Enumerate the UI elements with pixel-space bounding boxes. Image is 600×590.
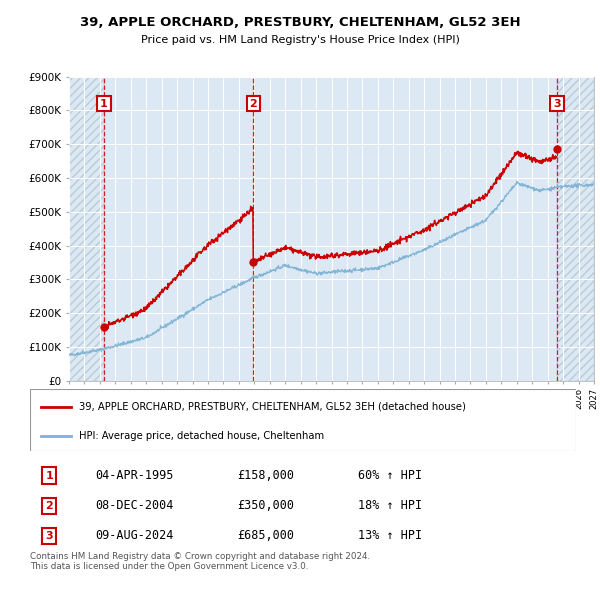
Text: 13% ↑ HPI: 13% ↑ HPI bbox=[358, 529, 422, 542]
Text: 39, APPLE ORCHARD, PRESTBURY, CHELTENHAM, GL52 3EH (detached house): 39, APPLE ORCHARD, PRESTBURY, CHELTENHAM… bbox=[79, 402, 466, 412]
Text: 1: 1 bbox=[45, 471, 53, 480]
Text: 08-DEC-2004: 08-DEC-2004 bbox=[95, 499, 174, 512]
Bar bbox=[557, 77, 594, 381]
Text: 04-APR-1995: 04-APR-1995 bbox=[95, 469, 174, 482]
Text: 3: 3 bbox=[553, 99, 561, 109]
Text: HPI: Average price, detached house, Cheltenham: HPI: Average price, detached house, Chel… bbox=[79, 431, 324, 441]
Text: Price paid vs. HM Land Registry's House Price Index (HPI): Price paid vs. HM Land Registry's House … bbox=[140, 35, 460, 45]
Bar bbox=[69, 77, 104, 381]
Text: £350,000: £350,000 bbox=[238, 499, 295, 512]
Text: 1: 1 bbox=[100, 99, 108, 109]
Text: 3: 3 bbox=[45, 531, 53, 541]
Text: 18% ↑ HPI: 18% ↑ HPI bbox=[358, 499, 422, 512]
Text: 2: 2 bbox=[45, 501, 53, 511]
Text: 09-AUG-2024: 09-AUG-2024 bbox=[95, 529, 174, 542]
Text: 39, APPLE ORCHARD, PRESTBURY, CHELTENHAM, GL52 3EH: 39, APPLE ORCHARD, PRESTBURY, CHELTENHAM… bbox=[80, 16, 520, 29]
FancyBboxPatch shape bbox=[30, 389, 576, 451]
Text: £685,000: £685,000 bbox=[238, 529, 295, 542]
Text: £158,000: £158,000 bbox=[238, 469, 295, 482]
Text: 60% ↑ HPI: 60% ↑ HPI bbox=[358, 469, 422, 482]
Text: 2: 2 bbox=[250, 99, 257, 109]
Text: Contains HM Land Registry data © Crown copyright and database right 2024.
This d: Contains HM Land Registry data © Crown c… bbox=[30, 552, 370, 571]
